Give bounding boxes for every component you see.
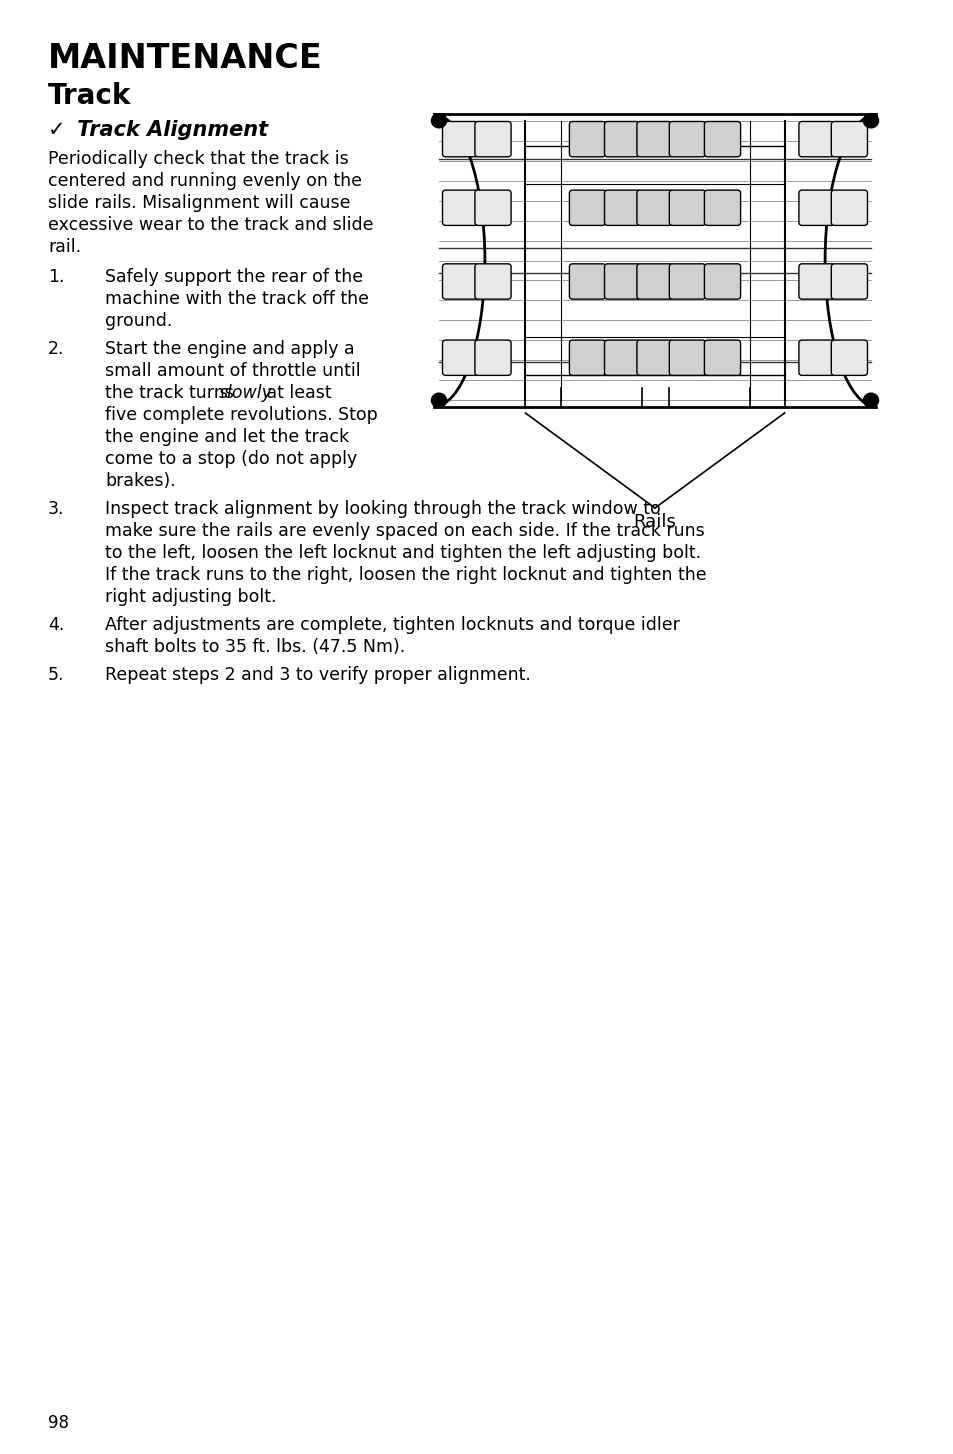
Text: Safely support the rear of the: Safely support the rear of the (105, 268, 363, 286)
Text: ground.: ground. (105, 313, 172, 330)
Text: centered and running evenly on the: centered and running evenly on the (48, 172, 361, 190)
FancyBboxPatch shape (830, 340, 866, 375)
Text: brakes).: brakes). (105, 473, 175, 490)
Text: the engine and let the track: the engine and let the track (105, 427, 349, 446)
FancyBboxPatch shape (703, 263, 740, 300)
Text: shaft bolts to 35 ft. lbs. (47.5 Nm).: shaft bolts to 35 ft. lbs. (47.5 Nm). (105, 638, 405, 656)
FancyBboxPatch shape (569, 263, 605, 300)
Circle shape (862, 393, 878, 407)
Text: 2.: 2. (48, 340, 65, 358)
Text: the track turns: the track turns (105, 384, 239, 401)
Text: ✓: ✓ (48, 121, 66, 140)
FancyBboxPatch shape (442, 122, 478, 157)
Text: Repeat steps 2 and 3 to verify proper alignment.: Repeat steps 2 and 3 to verify proper al… (105, 666, 530, 683)
Text: excessive wear to the track and slide: excessive wear to the track and slide (48, 217, 374, 234)
Text: Track: Track (48, 81, 132, 111)
FancyBboxPatch shape (604, 122, 640, 157)
FancyBboxPatch shape (669, 190, 705, 225)
FancyBboxPatch shape (604, 263, 640, 300)
Text: machine with the track off the: machine with the track off the (105, 289, 369, 308)
Text: Periodically check that the track is: Periodically check that the track is (48, 150, 349, 169)
FancyBboxPatch shape (475, 122, 511, 157)
FancyBboxPatch shape (830, 190, 866, 225)
Text: to the left, loosen the left locknut and tighten the left adjusting bolt.: to the left, loosen the left locknut and… (105, 544, 700, 563)
Text: Track Alignment: Track Alignment (70, 121, 268, 140)
FancyBboxPatch shape (604, 340, 640, 375)
FancyBboxPatch shape (798, 190, 834, 225)
Text: come to a stop (do not apply: come to a stop (do not apply (105, 449, 356, 468)
Text: 98: 98 (48, 1413, 69, 1432)
FancyBboxPatch shape (637, 122, 673, 157)
Text: 5.: 5. (48, 666, 65, 683)
FancyBboxPatch shape (569, 190, 605, 225)
Text: After adjustments are complete, tighten locknuts and torque idler: After adjustments are complete, tighten … (105, 616, 679, 634)
FancyBboxPatch shape (637, 190, 673, 225)
Text: If the track runs to the right, loosen the right locknut and tighten the: If the track runs to the right, loosen t… (105, 566, 706, 585)
Circle shape (862, 113, 878, 128)
Text: 1.: 1. (48, 268, 65, 286)
Circle shape (431, 113, 446, 128)
FancyBboxPatch shape (475, 340, 511, 375)
FancyBboxPatch shape (569, 340, 605, 375)
FancyBboxPatch shape (669, 122, 705, 157)
Text: Start the engine and apply a: Start the engine and apply a (105, 340, 355, 358)
FancyBboxPatch shape (798, 340, 834, 375)
Text: five complete revolutions. Stop: five complete revolutions. Stop (105, 406, 377, 425)
FancyBboxPatch shape (475, 190, 511, 225)
FancyBboxPatch shape (569, 122, 605, 157)
FancyBboxPatch shape (442, 190, 478, 225)
FancyBboxPatch shape (798, 263, 834, 300)
FancyBboxPatch shape (442, 340, 478, 375)
FancyBboxPatch shape (798, 122, 834, 157)
FancyBboxPatch shape (703, 122, 740, 157)
Text: Rails: Rails (633, 513, 676, 531)
Text: MAINTENANCE: MAINTENANCE (48, 42, 322, 76)
Text: slide rails. Misalignment will cause: slide rails. Misalignment will cause (48, 193, 350, 212)
Text: 3.: 3. (48, 500, 65, 518)
Text: right adjusting bolt.: right adjusting bolt. (105, 587, 276, 606)
Text: make sure the rails are evenly spaced on each side. If the track runs: make sure the rails are evenly spaced on… (105, 522, 704, 539)
FancyBboxPatch shape (830, 122, 866, 157)
FancyBboxPatch shape (604, 190, 640, 225)
Text: 4.: 4. (48, 616, 64, 634)
FancyBboxPatch shape (637, 340, 673, 375)
FancyBboxPatch shape (703, 340, 740, 375)
FancyBboxPatch shape (475, 263, 511, 300)
Text: small amount of throttle until: small amount of throttle until (105, 362, 360, 379)
FancyBboxPatch shape (637, 263, 673, 300)
Text: Inspect track alignment by looking through the track window to: Inspect track alignment by looking throu… (105, 500, 660, 518)
FancyBboxPatch shape (830, 263, 866, 300)
Text: slowly: slowly (218, 384, 273, 401)
Circle shape (431, 393, 446, 407)
FancyBboxPatch shape (442, 263, 478, 300)
Text: at least: at least (261, 384, 332, 401)
FancyBboxPatch shape (669, 263, 705, 300)
Text: rail.: rail. (48, 238, 81, 256)
FancyBboxPatch shape (703, 190, 740, 225)
FancyBboxPatch shape (669, 340, 705, 375)
